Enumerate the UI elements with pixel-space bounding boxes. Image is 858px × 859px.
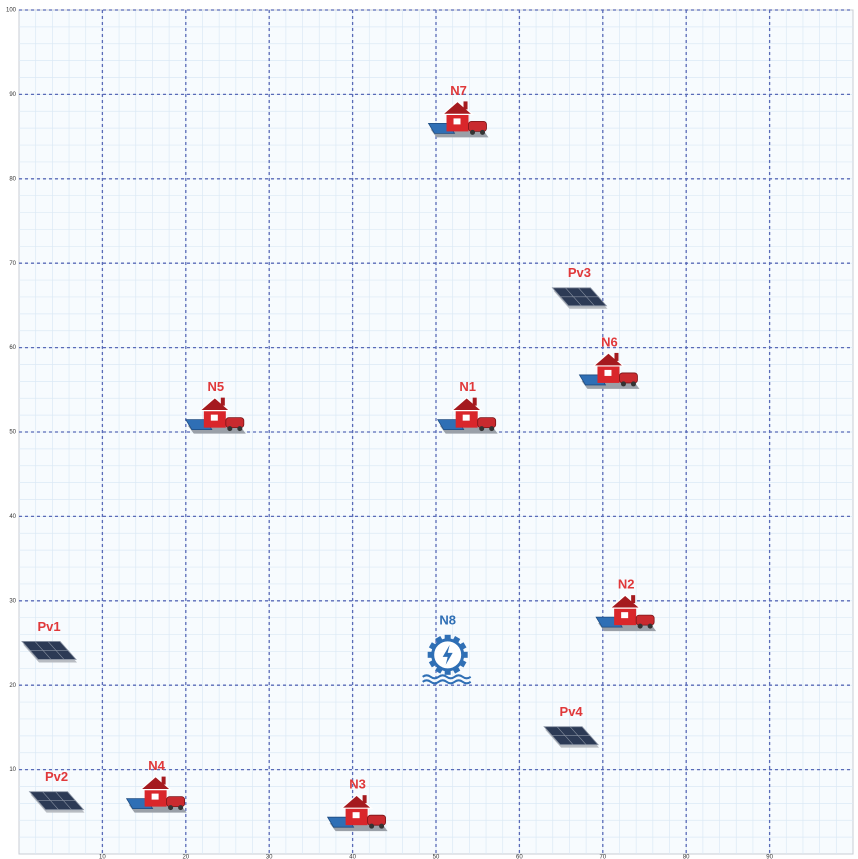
node-label: N4	[148, 758, 165, 773]
chimney	[220, 397, 225, 406]
y-tick-label: 30	[9, 598, 16, 604]
node-icon	[543, 726, 600, 748]
y-tick-label: 90	[9, 92, 16, 98]
x-tick-label: 70	[599, 855, 606, 859]
car	[619, 372, 638, 384]
window	[210, 414, 218, 421]
wheel	[178, 805, 184, 811]
wheel	[647, 623, 653, 629]
x-tick-label: 30	[266, 855, 273, 859]
chimney	[631, 595, 636, 604]
x-tick-label: 50	[433, 855, 440, 859]
x-tick-label: 10	[99, 855, 106, 859]
gear-tooth	[444, 668, 451, 675]
window	[462, 414, 470, 421]
car	[225, 417, 245, 429]
chimney	[614, 352, 619, 361]
wheel	[237, 426, 243, 432]
node-label: N5	[208, 379, 225, 394]
node-icon	[427, 100, 489, 138]
y-tick-label: 70	[9, 261, 16, 267]
node-icon	[326, 794, 388, 832]
wheel	[479, 426, 485, 432]
x-tick-label: 40	[349, 855, 356, 859]
node-icon	[595, 594, 657, 632]
wheel	[369, 823, 375, 829]
x-tick-label: 60	[516, 855, 523, 859]
node-label: N2	[618, 577, 635, 592]
wheel	[489, 426, 495, 432]
y-tick-label: 20	[9, 683, 16, 689]
chimney	[463, 101, 468, 110]
x-tick-label: 20	[182, 855, 189, 859]
window	[352, 812, 360, 819]
window	[604, 369, 612, 376]
car	[468, 121, 487, 132]
node-label: N3	[349, 777, 366, 792]
wheel	[227, 426, 233, 432]
wheel	[168, 805, 174, 811]
y-tick-label: 50	[9, 430, 16, 436]
car	[166, 796, 186, 808]
node-icon	[185, 396, 246, 434]
car	[477, 417, 497, 429]
window	[453, 118, 461, 125]
node-icon	[578, 352, 640, 389]
wheel	[470, 129, 476, 135]
wheel	[637, 623, 643, 629]
y-tick-label: 40	[9, 514, 16, 520]
tick-labels: 10 20 30 40 50 60 70 80 90 10 20 30 40 50 60 70 80 90 100	[6, 8, 774, 859]
y-tick-label: 60	[9, 345, 16, 351]
node-icon	[436, 396, 498, 434]
wave	[422, 679, 472, 685]
chimney	[472, 397, 477, 406]
chimney	[161, 776, 166, 785]
car	[367, 814, 387, 826]
window	[151, 793, 159, 800]
window	[621, 612, 629, 619]
y-tick-label: 10	[9, 767, 16, 773]
wheel	[630, 381, 636, 387]
nodes: N7 Pv3 N6 N5 N1 N2 N8 Pv1 Pv4 Pv2 N4 N3	[21, 83, 657, 832]
node-label: Pv2	[45, 769, 68, 784]
chimney	[362, 795, 367, 804]
major-grid	[19, 9, 853, 854]
y-tick-label: 80	[9, 176, 16, 182]
node-icon	[28, 791, 85, 813]
wave	[422, 674, 472, 680]
node-label: Pv3	[568, 265, 591, 280]
car	[635, 614, 655, 626]
bolt	[442, 644, 453, 665]
node-label: N7	[450, 83, 467, 98]
x-tick-label: 90	[766, 855, 773, 859]
node-icon	[125, 775, 187, 813]
wheel	[620, 381, 626, 387]
node-icon	[422, 634, 472, 685]
node-label: Pv4	[560, 704, 584, 719]
node-label: N8	[439, 612, 456, 627]
node-label: N1	[459, 379, 476, 394]
node-label: N6	[601, 334, 618, 349]
node-icon	[551, 287, 608, 309]
node-icon	[21, 641, 78, 663]
x-tick-label: 80	[683, 855, 690, 859]
gear-tooth	[444, 634, 451, 641]
node-label: Pv1	[37, 619, 60, 634]
y-tick-label: 100	[6, 8, 17, 14]
wheel	[480, 129, 486, 135]
wheel	[379, 823, 385, 829]
